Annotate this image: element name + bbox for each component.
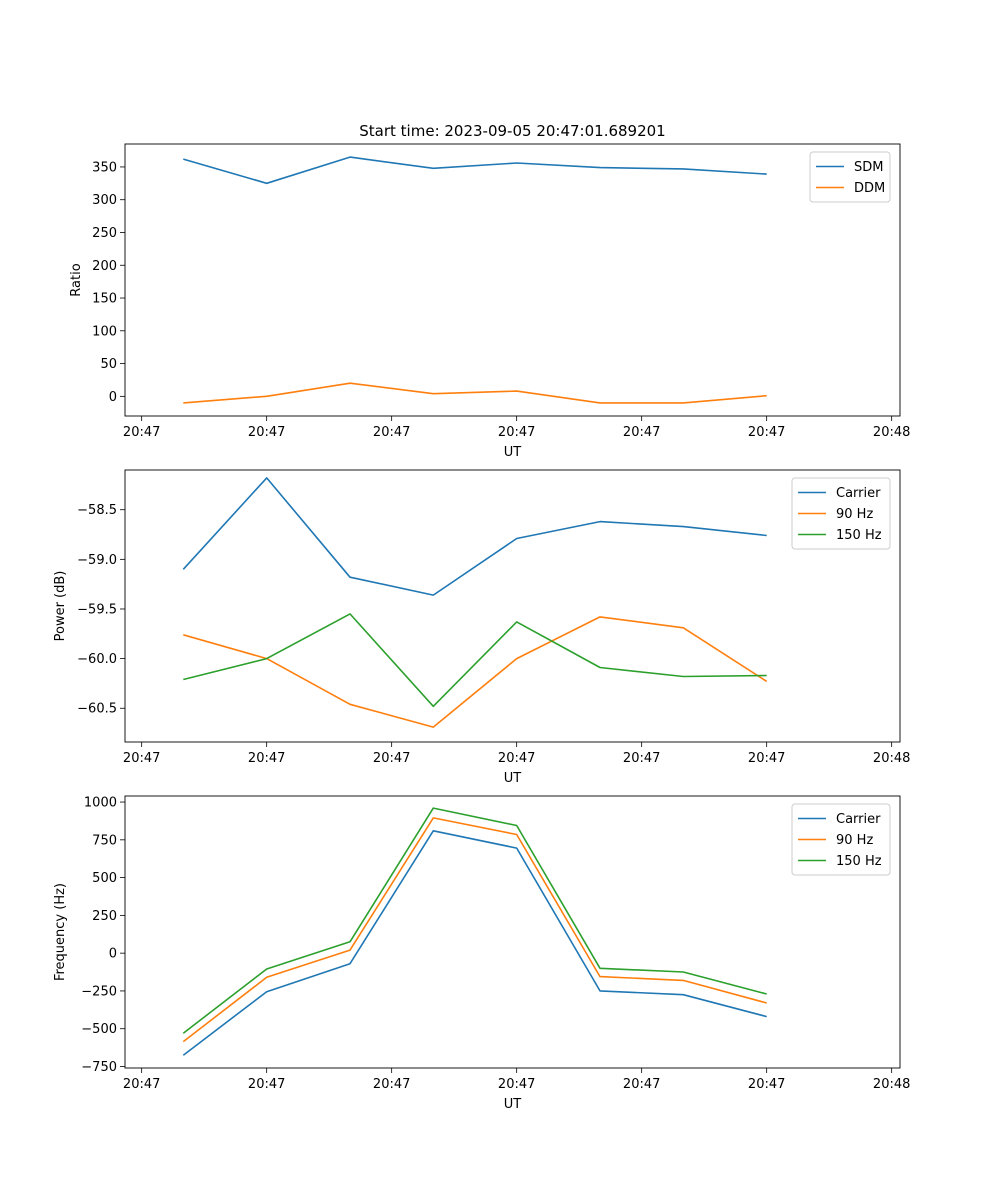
x-tick-label: 20:47 (748, 425, 785, 440)
y-tick-label: 50 (100, 357, 117, 372)
plot-area (125, 796, 900, 1068)
legend-label: SDM (854, 160, 883, 175)
series-line-ddm (183, 382, 767, 404)
x-tick-label: 20:47 (623, 425, 660, 440)
y-tick-label: −60.5 (77, 702, 117, 717)
y-axis-label: Frequency (Hz) (53, 883, 68, 981)
legend-label: Carrier (836, 812, 881, 827)
legend-label: 90 Hz (836, 833, 873, 848)
series-line-90-hz (182, 817, 767, 1043)
y-tick-label: −59.0 (77, 553, 117, 568)
y-tick-label: 250 (92, 226, 117, 241)
legend-label: 150 Hz (836, 854, 882, 869)
legend-label: 90 Hz (836, 507, 873, 522)
y-tick-label: −60.0 (77, 652, 117, 667)
plot-area (125, 470, 900, 742)
x-axis-label: UT (504, 1097, 522, 1112)
x-tick-label: 20:48 (873, 425, 910, 440)
legend-box (809, 151, 891, 203)
y-tick-label: 100 (92, 324, 117, 339)
series-line-150-hz (182, 807, 767, 1034)
series-line-carrier (182, 829, 767, 1056)
legend-box (791, 477, 891, 550)
series-line-carrier (182, 477, 767, 596)
x-tick-label: 20:47 (123, 751, 160, 766)
x-axis-label: UT (504, 445, 522, 460)
chart-panel-1: Start time: 2023-09-05 20:47:01.689201 20… (69, 122, 910, 460)
x-tick-label: 20:47 (498, 425, 535, 440)
chart-panel-3: 20:47 20:47 20:47 20:47 20:47 20:47 20:48 1000 7… (53, 796, 910, 1112)
series-line-150-hz (183, 613, 767, 708)
x-tick-label: 20:47 (373, 1077, 410, 1092)
x-axis-label: UT (504, 771, 522, 786)
plot-area (125, 144, 900, 416)
axes-frame (124, 795, 901, 1069)
y-axis-label: Ratio (69, 263, 84, 296)
y-tick-label: 350 (92, 160, 117, 175)
axes-frame (124, 143, 901, 417)
y-tick-label: 1000 (84, 796, 117, 811)
y-tick-label: 300 (92, 193, 117, 208)
x-tick-label: 20:47 (498, 751, 535, 766)
y-tick-label: 250 (92, 909, 117, 924)
y-tick-label: −58.5 (77, 503, 117, 518)
y-tick-label: 200 (92, 259, 117, 274)
y-tick-label: −750 (81, 1060, 117, 1075)
x-tick-label: 20:48 (873, 751, 910, 766)
chart-title: Start time: 2023-09-05 20:47:01.689201 (359, 122, 665, 140)
y-tick-label: 750 (92, 833, 117, 848)
y-tick-label: −59.5 (77, 602, 117, 617)
legend-label: DDM (854, 181, 885, 196)
x-tick-label: 20:48 (873, 1077, 910, 1092)
x-tick-label: 20:47 (373, 425, 410, 440)
x-tick-label: 20:47 (623, 1077, 660, 1092)
x-tick-label: 20:47 (748, 751, 785, 766)
y-tick-label: −250 (81, 984, 117, 999)
legend: Carrier 90 Hz 150 Hz (791, 803, 891, 876)
y-tick-label: 0 (109, 390, 117, 405)
legend: Carrier 90 Hz 150 Hz (791, 477, 891, 550)
series-line-90-hz (183, 616, 768, 728)
chart-panel-2: 20:47 20:47 20:47 20:47 20:47 20:47 20:48 −58.5… (53, 469, 910, 786)
y-axis-label: Power (dB) (53, 571, 68, 642)
y-tick-label: −500 (81, 1022, 117, 1037)
x-tick-label: 20:47 (498, 1077, 535, 1092)
legend-label: 150 Hz (836, 528, 882, 543)
x-tick-label: 20:47 (748, 1077, 785, 1092)
series-line-sdm (183, 156, 767, 185)
x-tick-label: 20:47 (373, 751, 410, 766)
y-tick-label: 0 (109, 947, 117, 962)
y-tick-label: 150 (92, 292, 117, 307)
x-tick-label: 20:47 (123, 1077, 160, 1092)
legend-box (791, 803, 891, 876)
y-tick-label: 500 (92, 871, 117, 886)
axes-frame (124, 469, 901, 743)
x-tick-label: 20:47 (123, 425, 160, 440)
x-tick-label: 20:47 (248, 425, 285, 440)
legend: SDM DDM (809, 151, 891, 203)
x-tick-label: 20:47 (248, 1077, 285, 1092)
legend-label: Carrier (836, 486, 881, 501)
x-tick-label: 20:47 (623, 751, 660, 766)
x-tick-label: 20:47 (248, 751, 285, 766)
